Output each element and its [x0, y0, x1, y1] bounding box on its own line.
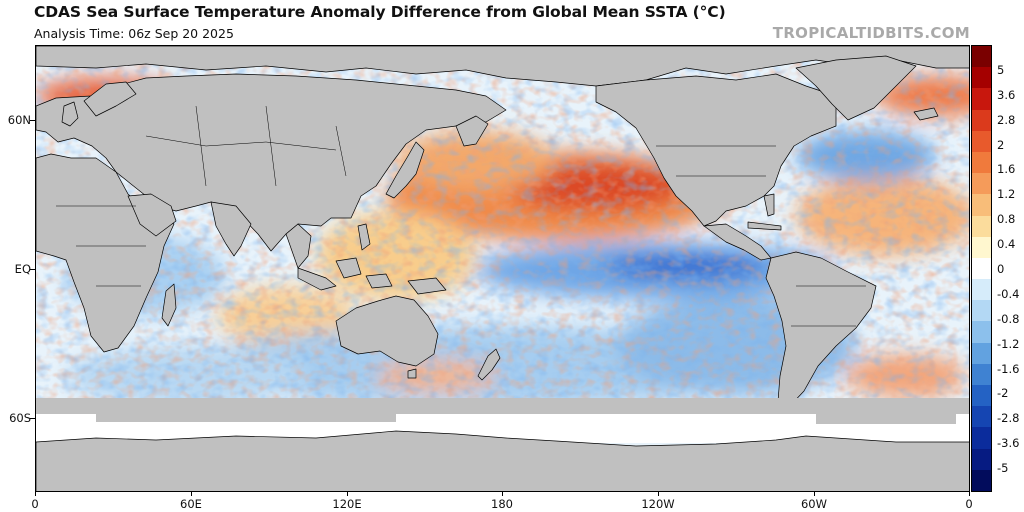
colorbar-segment	[972, 109, 991, 131]
lat-tick-60s	[30, 418, 35, 419]
lon-tick-60w	[814, 491, 815, 496]
colorbar-segment	[972, 236, 991, 258]
colorbar-label: 2.8	[997, 113, 1016, 127]
colorbar-segment	[972, 215, 991, 237]
lat-tick-60n	[30, 120, 35, 121]
lat-label-60n: 60N	[7, 113, 31, 127]
colorbar-segment	[972, 427, 991, 449]
lon-tick-120w	[658, 491, 659, 496]
colorbar-segment	[972, 46, 991, 68]
colorbar-segment	[972, 342, 991, 364]
sst-anomaly-map	[35, 45, 970, 492]
colorbar-segment	[972, 363, 991, 385]
colorbar-label: -1.6	[997, 362, 1020, 376]
lat-label-60s: 60S	[9, 411, 31, 425]
colorbar-label: -0.4	[997, 287, 1020, 301]
colorbar-label: -0.8	[997, 312, 1020, 326]
lon-tick-0e	[969, 491, 970, 496]
lon-tick-0w	[35, 491, 36, 496]
colorbar-segment	[972, 279, 991, 301]
analysis-time: Analysis Time: 06z Sep 20 2025	[34, 26, 234, 41]
colorbar-segment	[972, 321, 991, 343]
colorbar-segment	[972, 257, 991, 280]
lon-label-180: 180	[491, 497, 513, 511]
colorbar-label: 0.8	[997, 212, 1016, 226]
chart-title: CDAS Sea Surface Temperature Anomaly Dif…	[34, 3, 726, 21]
political-boundaries	[56, 105, 866, 327]
colorbar-label: 3.6	[997, 88, 1016, 102]
lat-label-eq: EQ	[14, 262, 31, 276]
colorbar-segment	[972, 194, 991, 216]
sea-ice	[36, 398, 969, 424]
colorbar-segment	[972, 406, 991, 428]
colorbar-segment	[972, 67, 991, 89]
lon-tick-180	[502, 491, 503, 496]
colorbar-label: -2.8	[997, 411, 1020, 425]
colorbar-label: 1.6	[997, 162, 1016, 176]
colorbar-label: 0.4	[997, 237, 1016, 251]
lon-label-120e: 120E	[332, 497, 362, 511]
colorbar-segment	[972, 469, 991, 491]
colorbar-segment	[972, 173, 991, 195]
colorbar-label: -3.6	[997, 436, 1020, 450]
lon-label-60e: 60E	[180, 497, 202, 511]
colorbar-segment	[972, 385, 991, 407]
lon-label-120w: 120W	[641, 497, 675, 511]
colorbar	[971, 45, 992, 492]
colorbar-label: 2	[997, 138, 1005, 152]
colorbar-label: -2	[997, 386, 1009, 400]
lon-tick-60e	[191, 491, 192, 496]
colorbar-label: 1.2	[997, 187, 1016, 201]
map-canvas	[36, 46, 969, 491]
lat-tick-eq	[30, 269, 35, 270]
lon-label-60w: 60W	[800, 497, 828, 511]
lon-label-0e: 0	[965, 497, 973, 511]
colorbar-label: 0	[997, 262, 1005, 276]
colorbar-label: -1.2	[997, 337, 1020, 351]
colorbar-label: -5	[997, 461, 1009, 475]
colorbar-segment	[972, 151, 991, 174]
colorbar-label: 5	[997, 63, 1005, 77]
lon-tick-120e	[347, 491, 348, 496]
colorbar-segment	[972, 300, 991, 322]
land-masses	[36, 46, 969, 491]
colorbar-segment	[972, 130, 991, 152]
colorbar-segment	[972, 88, 991, 110]
watermark: TROPICALTIDBITS.COM	[772, 24, 970, 42]
colorbar-segment	[972, 448, 991, 470]
lon-label-0w: 0	[31, 497, 39, 511]
